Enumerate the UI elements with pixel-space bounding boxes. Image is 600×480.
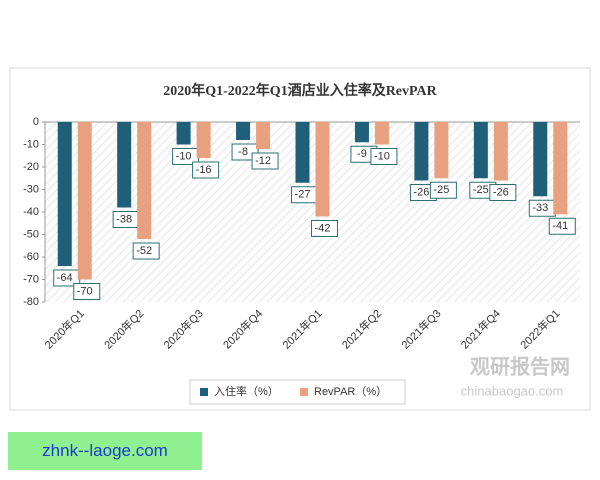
data-label-box	[489, 184, 517, 201]
bar	[196, 122, 211, 158]
bar	[117, 122, 132, 208]
bar	[176, 122, 191, 145]
y-tick-label: -50	[23, 228, 39, 240]
legend-swatch	[300, 388, 308, 396]
data-label: -38	[116, 213, 132, 225]
data-label: -27	[295, 189, 311, 201]
watermark-url: chinabaogao.com	[461, 383, 564, 398]
bar	[256, 122, 271, 149]
data-label: -64	[57, 272, 73, 284]
bar	[493, 122, 508, 181]
data-label: -42	[315, 222, 331, 234]
bar	[315, 122, 330, 217]
data-label: -10	[374, 150, 390, 162]
y-tick-label: -60	[23, 251, 39, 263]
data-label: -26	[493, 186, 509, 198]
y-tick-label: -20	[23, 161, 39, 173]
y-tick-label: -10	[23, 138, 39, 150]
legend-swatch	[200, 388, 208, 396]
bar	[434, 122, 449, 179]
bar	[414, 122, 429, 181]
data-label-box	[548, 217, 576, 235]
bar	[236, 122, 251, 140]
bar	[473, 122, 488, 179]
data-label: -10	[176, 150, 192, 162]
data-label: -9	[357, 148, 367, 160]
data-label-box	[429, 181, 457, 199]
bar	[137, 122, 152, 239]
y-tick-label: -30	[23, 183, 39, 195]
y-tick-label: -80	[23, 296, 39, 308]
bar	[553, 122, 568, 215]
data-label-box	[370, 148, 398, 165]
chart-title: 2020年Q1-2022年Q1酒店业入住率及RevPAR	[163, 82, 437, 99]
y-tick-label: -70	[23, 273, 39, 285]
y-tick-label: 0	[33, 116, 39, 128]
data-label-box	[251, 152, 279, 170]
data-label: -25	[433, 184, 449, 196]
data-label-box	[192, 161, 220, 179]
data-label-box	[311, 220, 338, 237]
data-label: -25	[473, 184, 489, 196]
data-label: -52	[136, 245, 152, 257]
y-tick-label: -40	[23, 206, 39, 218]
bar	[354, 122, 369, 143]
banner: zhnk--laoge.com	[8, 432, 202, 470]
bar	[295, 122, 310, 183]
data-label: -41	[552, 220, 568, 232]
data-label: -26	[413, 186, 429, 198]
legend-frame	[189, 379, 406, 405]
bar	[77, 122, 92, 280]
data-label: -12	[255, 155, 271, 167]
legend-label: RevPAR（%）	[314, 385, 387, 398]
data-label-box	[73, 283, 101, 300]
data-label: -8	[238, 146, 248, 158]
data-label: -33	[532, 202, 548, 214]
bar	[57, 122, 72, 266]
chart: 2020年Q1-2022年Q1酒店业入住率及RevPAR 观研报告网 china…	[9, 67, 591, 411]
legend-label: 入住率（%）	[214, 384, 279, 398]
watermark-name: 观研报告网	[470, 354, 570, 378]
data-label: -70	[77, 285, 93, 297]
bar	[533, 122, 548, 197]
data-label: -16	[196, 164, 212, 176]
data-label-box	[132, 242, 160, 260]
bar	[374, 122, 389, 145]
